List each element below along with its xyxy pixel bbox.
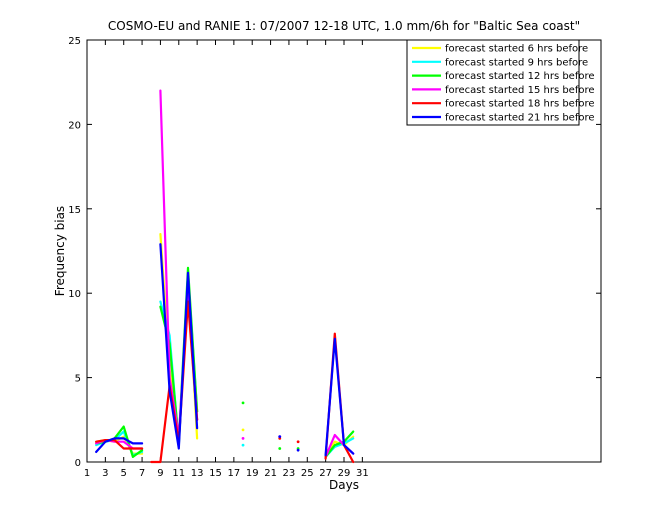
data-point: [296, 440, 300, 444]
data-point: [159, 233, 162, 236]
x-tick-label: 23: [283, 468, 296, 479]
legend-entry: forecast started 15 hrs before: [445, 85, 595, 96]
y-axis-label: Frequency bias: [53, 206, 67, 296]
data-point: [95, 442, 98, 445]
data-point: [177, 447, 180, 450]
data-point: [187, 272, 189, 274]
data-point: [159, 461, 162, 463]
x-tick-label: 17: [227, 468, 240, 479]
legend-entry: forecast started 12 hrs before: [445, 71, 595, 82]
data-point: [352, 437, 355, 440]
data-point: [187, 266, 189, 269]
data-point: [141, 449, 143, 452]
data-point: [95, 450, 98, 453]
data-point: [122, 440, 125, 443]
data-point: [141, 442, 143, 445]
data-point: [352, 430, 355, 433]
legend-entry: forecast started 21 hrs before: [445, 113, 595, 124]
data-point: [113, 437, 116, 440]
data-point: [333, 434, 336, 436]
data-point: [278, 435, 282, 439]
data-point: [95, 440, 98, 443]
data-point: [141, 447, 143, 450]
data-point: [278, 447, 282, 450]
data-point: [333, 444, 336, 447]
chart-title: COSMO-EU and RANIE 1: 07/2007 12-18 UTC,…: [108, 19, 580, 33]
data-point: [196, 427, 199, 430]
data-point: [159, 89, 162, 92]
legend-entry: forecast started 6 hrs before: [445, 44, 588, 55]
series-line: [95, 437, 144, 453]
data-point: [122, 447, 125, 450]
data-point: [159, 300, 162, 303]
legend-entry: forecast started 18 hrs before: [445, 99, 595, 110]
data-point: [122, 437, 125, 440]
data-point: [95, 444, 98, 447]
x-tick-label: 29: [338, 468, 351, 479]
y-tick-label: 10: [68, 289, 81, 300]
x-tick-label: 1: [84, 468, 90, 479]
data-point: [104, 440, 107, 443]
data-point: [241, 436, 245, 440]
y-tick-label: 15: [68, 205, 81, 216]
data-point: [324, 457, 327, 460]
y-tick-label: 20: [68, 120, 81, 131]
data-point: [241, 428, 245, 432]
x-tick-label: 21: [264, 468, 277, 479]
x-tick-label: 3: [102, 468, 108, 479]
data-point: [296, 448, 300, 452]
data-point: [150, 461, 153, 463]
legend-entry: forecast started 9 hrs before: [445, 57, 588, 68]
series-line: [95, 439, 144, 450]
data-point: [324, 454, 327, 457]
data-point: [131, 442, 134, 445]
data-point: [168, 390, 171, 393]
data-point: [352, 452, 355, 455]
data-point: [241, 401, 245, 405]
x-tick-label: 27: [319, 468, 332, 479]
y-tick-label: 5: [75, 374, 81, 385]
data-point: [196, 437, 199, 440]
data-point: [122, 425, 125, 428]
data-point: [333, 332, 336, 335]
series-line: [324, 337, 355, 457]
data-point: [352, 461, 355, 463]
x-tick-label: 25: [301, 468, 314, 479]
data-point: [343, 444, 345, 447]
data-point: [159, 243, 162, 246]
x-tick-label: 11: [172, 468, 185, 479]
x-tick-label: 31: [356, 468, 369, 479]
data-point: [159, 305, 162, 308]
data-point: [333, 440, 336, 443]
y-tick-label: 25: [68, 36, 81, 47]
data-point: [352, 435, 355, 438]
legend: forecast started 6 hrs before forecast st…: [406, 39, 595, 126]
series-layer: [95, 89, 355, 464]
x-tick-label: 7: [139, 468, 145, 479]
data-point: [131, 456, 134, 458]
data-point: [333, 337, 336, 340]
series-6: [95, 243, 355, 457]
data-point: [122, 435, 125, 438]
data-point: [131, 447, 134, 450]
legend-box: [406, 39, 580, 126]
x-tick-label: 9: [157, 468, 163, 479]
data-point: [241, 443, 245, 447]
x-tick-label: 13: [191, 468, 204, 479]
x-tick-label: 5: [121, 468, 127, 479]
y-tick-label: 0: [75, 458, 81, 469]
x-tick-label: 19: [246, 468, 259, 479]
x-tick-label: 15: [209, 468, 222, 479]
series-line: [324, 430, 355, 458]
x-axis-label: Days: [329, 478, 359, 492]
